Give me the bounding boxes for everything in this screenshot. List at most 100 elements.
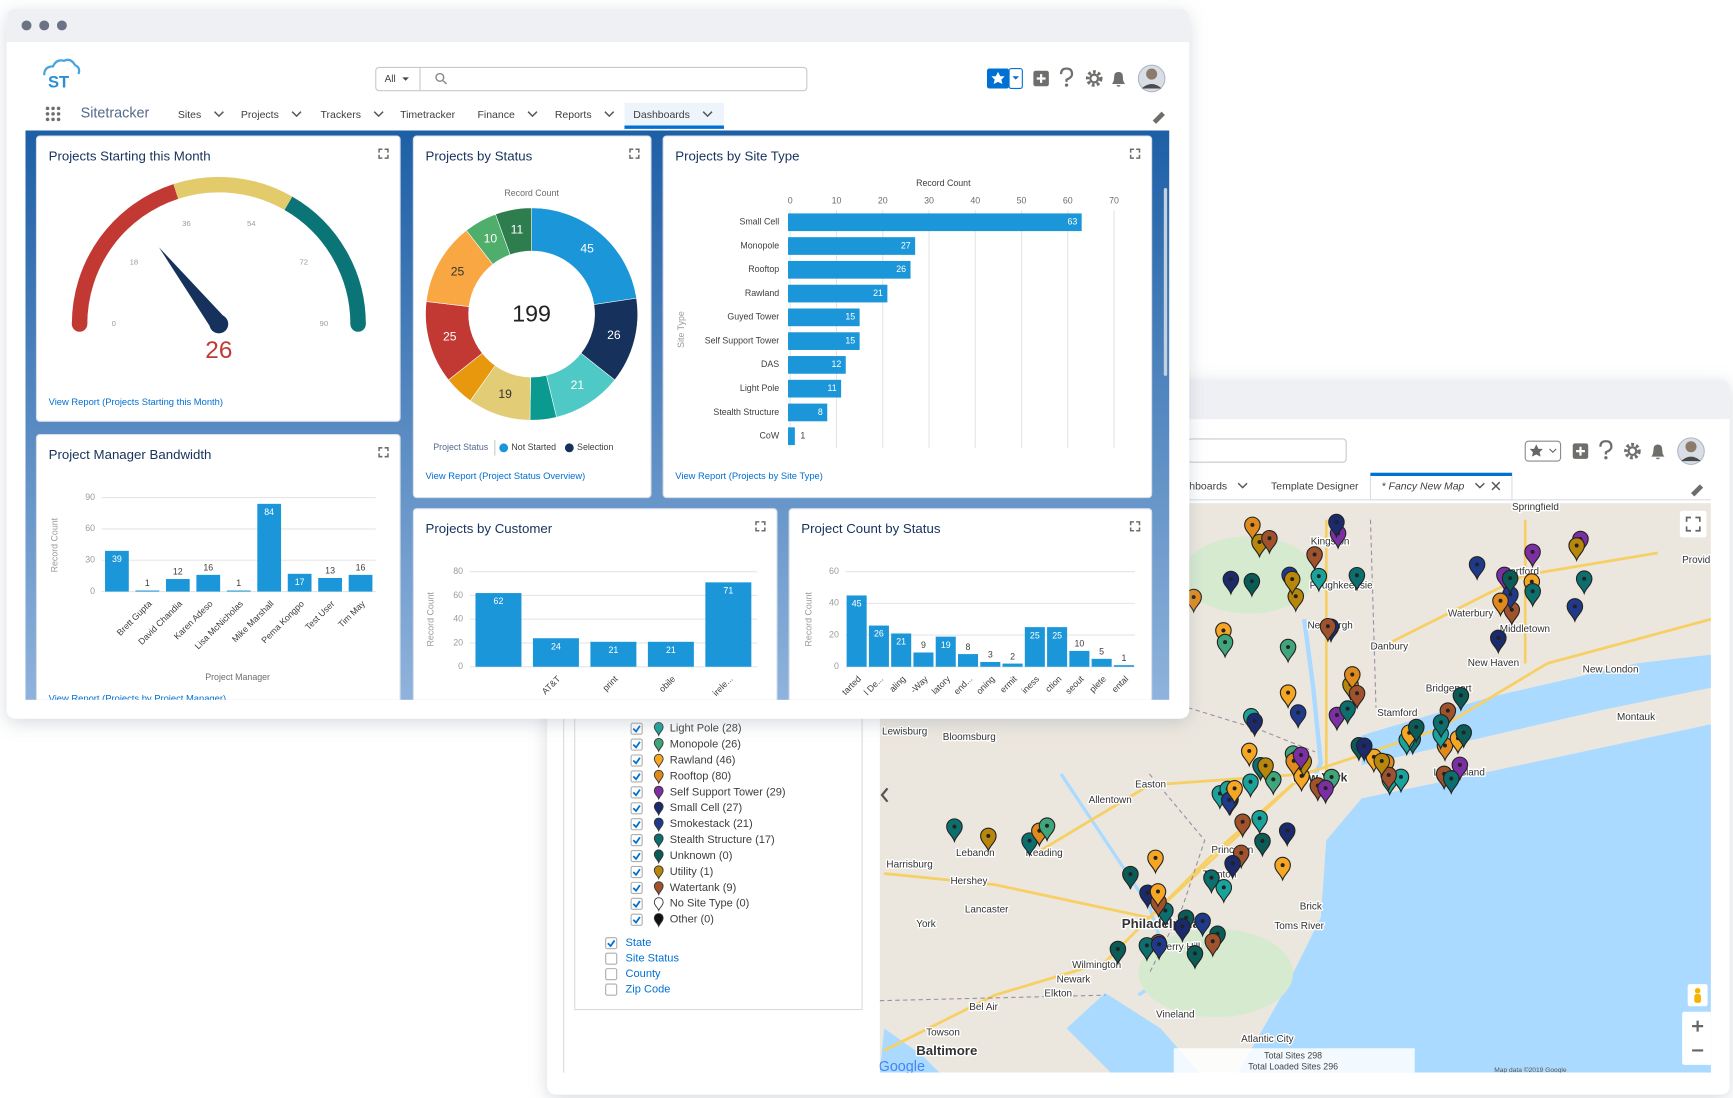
legend-label[interactable]: Monopole (26): [670, 739, 741, 751]
settings-icon[interactable]: [1624, 442, 1641, 460]
site-pin[interactable]: [1122, 865, 1139, 891]
nav-chevron[interactable]: [373, 111, 384, 118]
legend-label[interactable]: Watertank (9): [670, 882, 737, 894]
site-pin[interactable]: [1348, 685, 1366, 710]
site-pin[interactable]: [1392, 768, 1410, 794]
site-pin[interactable]: [1147, 849, 1164, 875]
site-pin[interactable]: [1186, 945, 1204, 970]
tab[interactable]: hboards: [1189, 480, 1227, 492]
site-pin[interactable]: [1149, 883, 1167, 908]
site-pin[interactable]: [1380, 766, 1397, 792]
tab[interactable]: * Fancy New Map: [1382, 480, 1465, 492]
nav-item[interactable]: Projects: [241, 109, 279, 121]
logo[interactable]: ST: [48, 72, 69, 91]
site-pin[interactable]: [1575, 570, 1593, 596]
site-pin[interactable]: [1226, 780, 1243, 805]
site-pin[interactable]: [1242, 773, 1259, 799]
site-pin[interactable]: [1251, 810, 1268, 835]
help-icon[interactable]: [1599, 440, 1613, 455]
legend-label[interactable]: Smokestack (21): [670, 818, 753, 830]
search-box[interactable]: [1187, 438, 1347, 463]
site-pin[interactable]: [1373, 752, 1391, 778]
site-pin[interactable]: [1243, 572, 1261, 598]
tab-close[interactable]: [1491, 481, 1501, 491]
site-pin[interactable]: [1306, 546, 1323, 571]
site-pin[interactable]: [1234, 813, 1251, 839]
site-pin[interactable]: [1257, 757, 1274, 783]
filter-label[interactable]: Site Status: [626, 953, 680, 965]
tab-chevron[interactable]: [1237, 482, 1248, 489]
site-pin[interactable]: [1407, 718, 1425, 744]
nav-item[interactable]: Timetracker: [400, 109, 456, 121]
filter-label[interactable]: County: [626, 968, 661, 980]
nav-item[interactable]: Dashboards: [633, 109, 690, 121]
checkbox[interactable]: [605, 952, 618, 965]
search-scope[interactable]: All: [385, 74, 396, 85]
site-pin[interactable]: [1222, 570, 1240, 596]
report-link[interactable]: View Report (Project Status Overview): [426, 470, 586, 481]
nav-chevron[interactable]: [527, 111, 538, 118]
site-pin[interactable]: [1317, 779, 1334, 805]
checkbox[interactable]: [630, 754, 643, 767]
site-pin[interactable]: [1279, 638, 1297, 664]
notifications-icon[interactable]: [1111, 71, 1126, 87]
report-link[interactable]: View Report (Projects by Site Type): [675, 470, 823, 481]
expand-icon[interactable]: [1129, 521, 1141, 532]
site-pin[interactable]: [946, 818, 963, 844]
fullscreen-button[interactable]: [1679, 510, 1707, 538]
legend-label[interactable]: Small Cell (27): [670, 802, 742, 814]
zoom-in[interactable]: [1692, 1020, 1704, 1032]
site-pin[interactable]: [1215, 879, 1233, 904]
site-pin[interactable]: [980, 827, 997, 853]
site-pin[interactable]: [1279, 684, 1297, 710]
filter-label[interactable]: State: [626, 937, 652, 949]
legend-label[interactable]: Rawland (46): [670, 754, 736, 766]
edit-icon[interactable]: [1691, 484, 1704, 497]
site-pin[interactable]: [1244, 516, 1261, 542]
nav-chevron[interactable]: [604, 111, 615, 118]
expand-icon[interactable]: [378, 148, 389, 159]
checkbox[interactable]: [605, 983, 618, 996]
favorites-button[interactable]: [1524, 440, 1562, 462]
nav-item[interactable]: Sites: [178, 109, 201, 121]
site-pin[interactable]: [1292, 746, 1310, 772]
site-pin[interactable]: [1246, 712, 1263, 738]
legend-label[interactable]: No Site Type (0): [670, 898, 750, 910]
checkbox[interactable]: [630, 802, 643, 815]
site-pin[interactable]: [1452, 687, 1470, 712]
site-pin[interactable]: [1138, 937, 1156, 962]
legend-label[interactable]: Stealth Structure (17): [670, 834, 775, 846]
expand-icon[interactable]: [629, 148, 640, 159]
expand-icon[interactable]: [1129, 148, 1141, 159]
site-pin[interactable]: [1310, 567, 1328, 593]
site-pin[interactable]: [1194, 912, 1211, 938]
checkbox[interactable]: [630, 738, 643, 751]
site-pin[interactable]: [1109, 940, 1127, 966]
checkbox[interactable]: [605, 937, 618, 950]
notifications-icon[interactable]: [1651, 444, 1665, 460]
site-pin[interactable]: [1261, 530, 1278, 555]
site-pin[interactable]: [1492, 592, 1509, 618]
legend-label[interactable]: Utility (1): [670, 866, 714, 878]
site-pin[interactable]: [1274, 856, 1291, 882]
site-pin[interactable]: [1455, 724, 1473, 749]
site-pin[interactable]: [1319, 618, 1337, 643]
legend-label[interactable]: Other (0): [670, 914, 714, 926]
report-link[interactable]: View Report (Projects Starting this Mont…: [49, 396, 223, 407]
site-pin[interactable]: [1501, 569, 1519, 595]
tab-chevron[interactable]: [1474, 482, 1485, 489]
checkbox[interactable]: [630, 897, 643, 910]
checkbox[interactable]: [630, 849, 643, 863]
site-pin[interactable]: [1328, 513, 1345, 539]
checkbox[interactable]: [630, 834, 643, 847]
site-pin[interactable]: [1283, 570, 1301, 596]
nav-chevron[interactable]: [702, 111, 713, 118]
checkbox[interactable]: [630, 865, 643, 879]
checkbox[interactable]: [630, 722, 643, 735]
expand-icon[interactable]: [755, 521, 766, 532]
checkbox[interactable]: [630, 786, 643, 799]
checkbox[interactable]: [630, 818, 643, 831]
site-pin[interactable]: [1224, 855, 1241, 880]
site-pin[interactable]: [1254, 832, 1271, 858]
app-launcher[interactable]: [45, 106, 61, 122]
